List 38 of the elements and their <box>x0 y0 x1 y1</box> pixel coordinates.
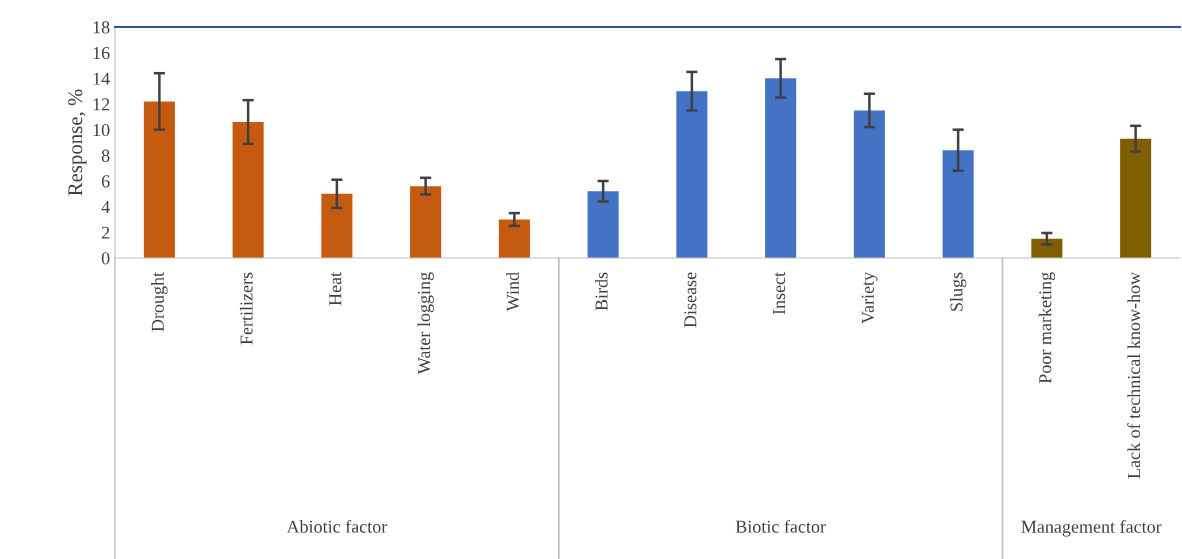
x-tick-label: Variety <box>861 271 878 324</box>
x-tick-label: Slugs <box>949 272 967 311</box>
y-tick-label: 8 <box>101 149 110 162</box>
y-axis-title: Response, % <box>68 89 87 196</box>
y-tick-label: 0 <box>101 252 110 265</box>
y-tick-label: 18 <box>93 21 110 34</box>
x-tick-label: Poor marketing <box>1038 272 1056 384</box>
y-tick-label: 16 <box>93 46 110 60</box>
bar <box>765 78 797 258</box>
bar <box>410 186 442 258</box>
y-tick-label: 4 <box>101 201 110 213</box>
bar <box>1031 238 1063 258</box>
bar <box>676 91 708 258</box>
y-tick-label: 6 <box>101 175 110 188</box>
text: Biotic factor <box>735 519 826 533</box>
bar <box>498 219 530 258</box>
bar <box>942 150 974 258</box>
text: Abiotic factor <box>286 519 388 533</box>
bar <box>321 193 353 258</box>
text: Management factor <box>1021 519 1162 537</box>
bar <box>853 110 885 258</box>
x-tick-label: Birds <box>594 272 608 311</box>
x-tick-label: Drought <box>151 271 168 332</box>
x-tick-label: Insect <box>773 272 786 315</box>
bar <box>143 101 175 258</box>
x-tick-label: Disease <box>684 272 697 328</box>
bar <box>1120 138 1152 258</box>
x-tick-label: Heat <box>329 272 342 306</box>
y-tick-label: 2 <box>101 226 110 239</box>
y-tick-label: 10 <box>93 123 110 137</box>
y-tick-label: 12 <box>93 98 110 111</box>
x-tick-label: Wind <box>506 272 519 312</box>
x-tick-label: Water logging <box>417 272 434 375</box>
x-tick-label: Lack of technical know-how <box>1127 271 1141 479</box>
bar <box>587 191 619 258</box>
y-tick-label: 14 <box>93 72 110 85</box>
x-tick-label: Fertilizers <box>239 272 253 345</box>
bar <box>232 121 264 258</box>
